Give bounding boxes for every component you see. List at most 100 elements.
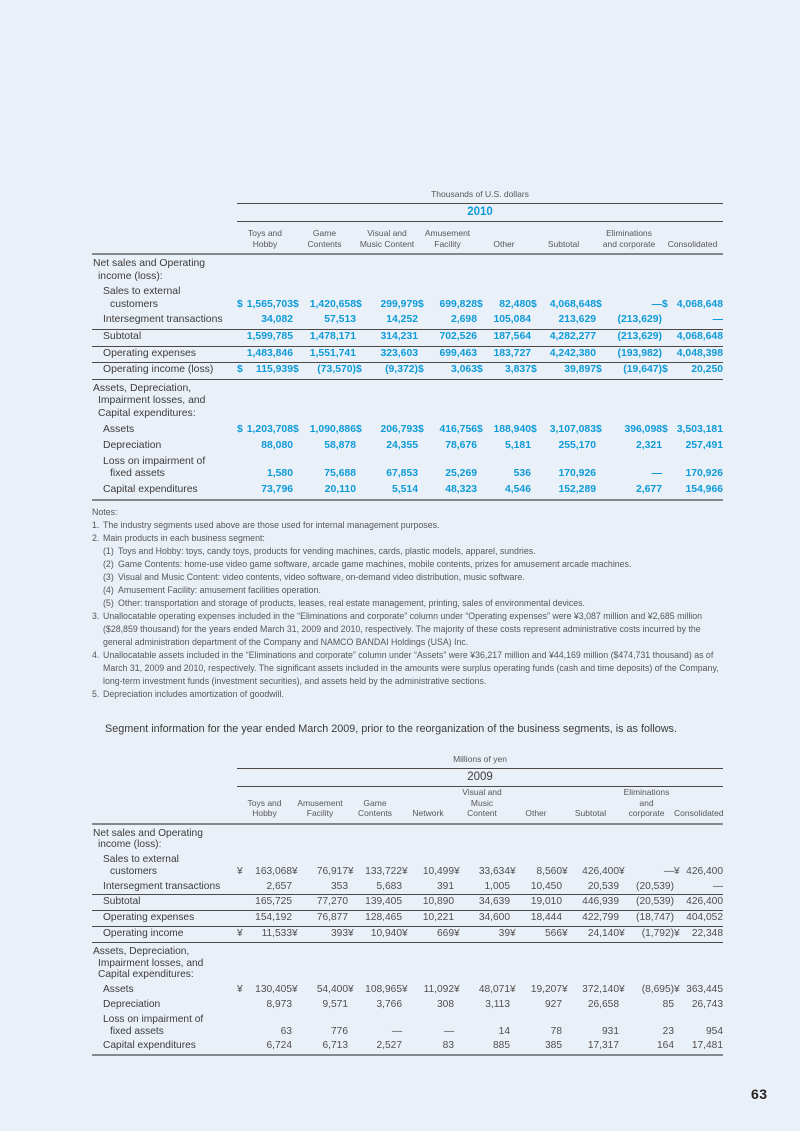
cell-value: 1,005: [484, 880, 511, 892]
table-cell: 4,048,398: [662, 348, 723, 361]
note-marker: 1.: [92, 520, 100, 530]
cell-value: —: [651, 298, 662, 310]
table-row: Loss on impairment of fixed assets 1,580 7…: [92, 455, 723, 483]
cell-value: 34,639: [478, 896, 510, 908]
table-cell: 9,571: [292, 999, 349, 1011]
currency-symbol: ¥: [292, 928, 298, 940]
table-cell: 1,599,785: [237, 331, 293, 344]
table-row: Loss on impairment of fixed assets 63 776 —…: [92, 1013, 723, 1040]
currency-symbol: $: [596, 364, 602, 376]
currency-symbol: ¥: [562, 984, 568, 996]
segment-table-2010: Thousands of U.S. dollars 2010 Toys and Ho…: [92, 189, 723, 501]
table-header-row: Toys and Hobby Amusement Facility Game Con…: [92, 787, 724, 825]
table-cell: (20,539): [619, 896, 674, 908]
cell-value: (213,629): [617, 314, 662, 326]
currency-symbol: ¥: [237, 984, 243, 996]
row-label: Operating income: [103, 928, 184, 940]
cell-value: (213,629): [617, 330, 662, 342]
table-cell: 931: [562, 1026, 619, 1038]
table-cell: ¥108,965: [348, 984, 402, 996]
cell-value: 426,400: [582, 865, 619, 877]
cell-value: 2,657: [266, 880, 293, 892]
cell-value: 1,420,658: [309, 298, 356, 310]
table-cell: 10,450: [510, 881, 562, 893]
cell-value: 1,599,785: [246, 330, 293, 342]
cell-value: 353: [331, 880, 348, 892]
year-header: 2009: [237, 768, 723, 787]
currency-symbol: ¥: [619, 865, 625, 877]
table-cell: 154,192: [237, 912, 292, 924]
cell-value: —: [663, 865, 674, 877]
table-row: Intersegment transactions 2,657 353 5,683 39…: [92, 880, 723, 896]
table-cell: 776: [292, 1026, 348, 1038]
table-cell: ¥669: [402, 928, 454, 940]
cell-value: 26,743: [691, 999, 723, 1011]
table-cell: —: [596, 468, 662, 481]
cell-value: 5,181: [504, 439, 531, 451]
note-text: Other: transportation and storage of pro…: [118, 598, 585, 608]
cell-value: 213,629: [558, 314, 596, 326]
table-row: Depreciation 8,973 9,571 3,766 308 3,113 927 26…: [92, 998, 723, 1013]
table-cell: 353: [292, 881, 348, 893]
cell-value: 10,221: [422, 912, 454, 924]
table-cell: 2,657: [237, 880, 293, 893]
currency-symbol: $: [237, 364, 243, 376]
row-label: Assets, Depreciation, Impairment losses,…: [93, 382, 206, 419]
cell-value: 34,600: [478, 912, 510, 924]
table-cell: 165,725: [237, 896, 292, 908]
table-row: Net sales and Operating income (loss):: [92, 255, 723, 285]
currency-symbol: ¥: [237, 865, 243, 877]
table-cell: 10,890: [402, 896, 454, 908]
currency-symbol: ¥: [454, 928, 460, 940]
column-header: Eliminations and corporate: [602, 228, 656, 249]
table-cell: 152,289: [531, 484, 596, 497]
table-cell: ¥11,533: [237, 928, 292, 940]
note-text: Unallocatable operating expenses include…: [103, 611, 703, 647]
unit-label: Millions of yen: [453, 754, 507, 764]
table-row: Assets, Depreciation, Impairment losses,…: [92, 380, 723, 423]
note-marker: (5): [103, 598, 114, 608]
table-cell: ¥363,445: [674, 984, 723, 996]
intro-paragraph: Segment information for the year ended M…: [105, 723, 677, 735]
cell-value: 323,603: [380, 347, 418, 359]
cell-value: 58,878: [324, 439, 356, 451]
cell-value: 187,564: [493, 330, 531, 342]
cell-value: 1,203,708: [246, 423, 293, 435]
cell-value: 927: [545, 999, 562, 1011]
table-cell: 17,317: [562, 1040, 619, 1052]
column-header: Other: [493, 238, 515, 249]
currency-symbol: ¥: [292, 865, 298, 877]
table-cell: ¥33,634: [454, 866, 510, 878]
cell-value: 24,140: [587, 928, 619, 940]
notes-heading: Notes:: [92, 507, 118, 517]
cell-value: 308: [437, 999, 454, 1011]
currency-symbol: ¥: [454, 865, 460, 877]
column-header: Toys and Hobby: [247, 228, 283, 249]
currency-symbol: ¥: [402, 928, 408, 940]
table-cell: $115,939: [237, 364, 293, 377]
cell-value: 18,444: [530, 912, 562, 924]
table-cell: 26,743: [674, 999, 723, 1011]
table-cell: 2,527: [348, 1040, 403, 1052]
currency-symbol: ¥: [562, 865, 568, 877]
table-cell: 24,355: [356, 440, 418, 453]
cell-value: 699,828: [439, 298, 477, 310]
table-cell: 23: [619, 1026, 674, 1038]
table-cell: 5,683: [348, 881, 403, 893]
table-cell: $1,203,708: [237, 424, 293, 437]
cell-value: 4,068,648: [676, 298, 723, 310]
table-cell: 1,483,846: [237, 348, 293, 361]
cell-value: 128,465: [365, 912, 402, 924]
note-item: 3. Unallocatable operating expenses inclu…: [92, 610, 723, 649]
cell-value: 78,676: [445, 439, 477, 451]
table-cell: 4,546: [477, 484, 531, 497]
cell-value: 396,098: [624, 423, 662, 435]
table-cell: (193,982): [596, 348, 662, 361]
cell-value: 85: [662, 999, 674, 1011]
cell-value: 20,250: [691, 364, 723, 376]
cell-value: 10,450: [530, 880, 562, 892]
cell-value: 3,766: [376, 999, 403, 1011]
cell-value: 48,071: [478, 984, 510, 996]
table-cell: 255,170: [531, 440, 596, 453]
cell-value: 20,539: [587, 880, 619, 892]
